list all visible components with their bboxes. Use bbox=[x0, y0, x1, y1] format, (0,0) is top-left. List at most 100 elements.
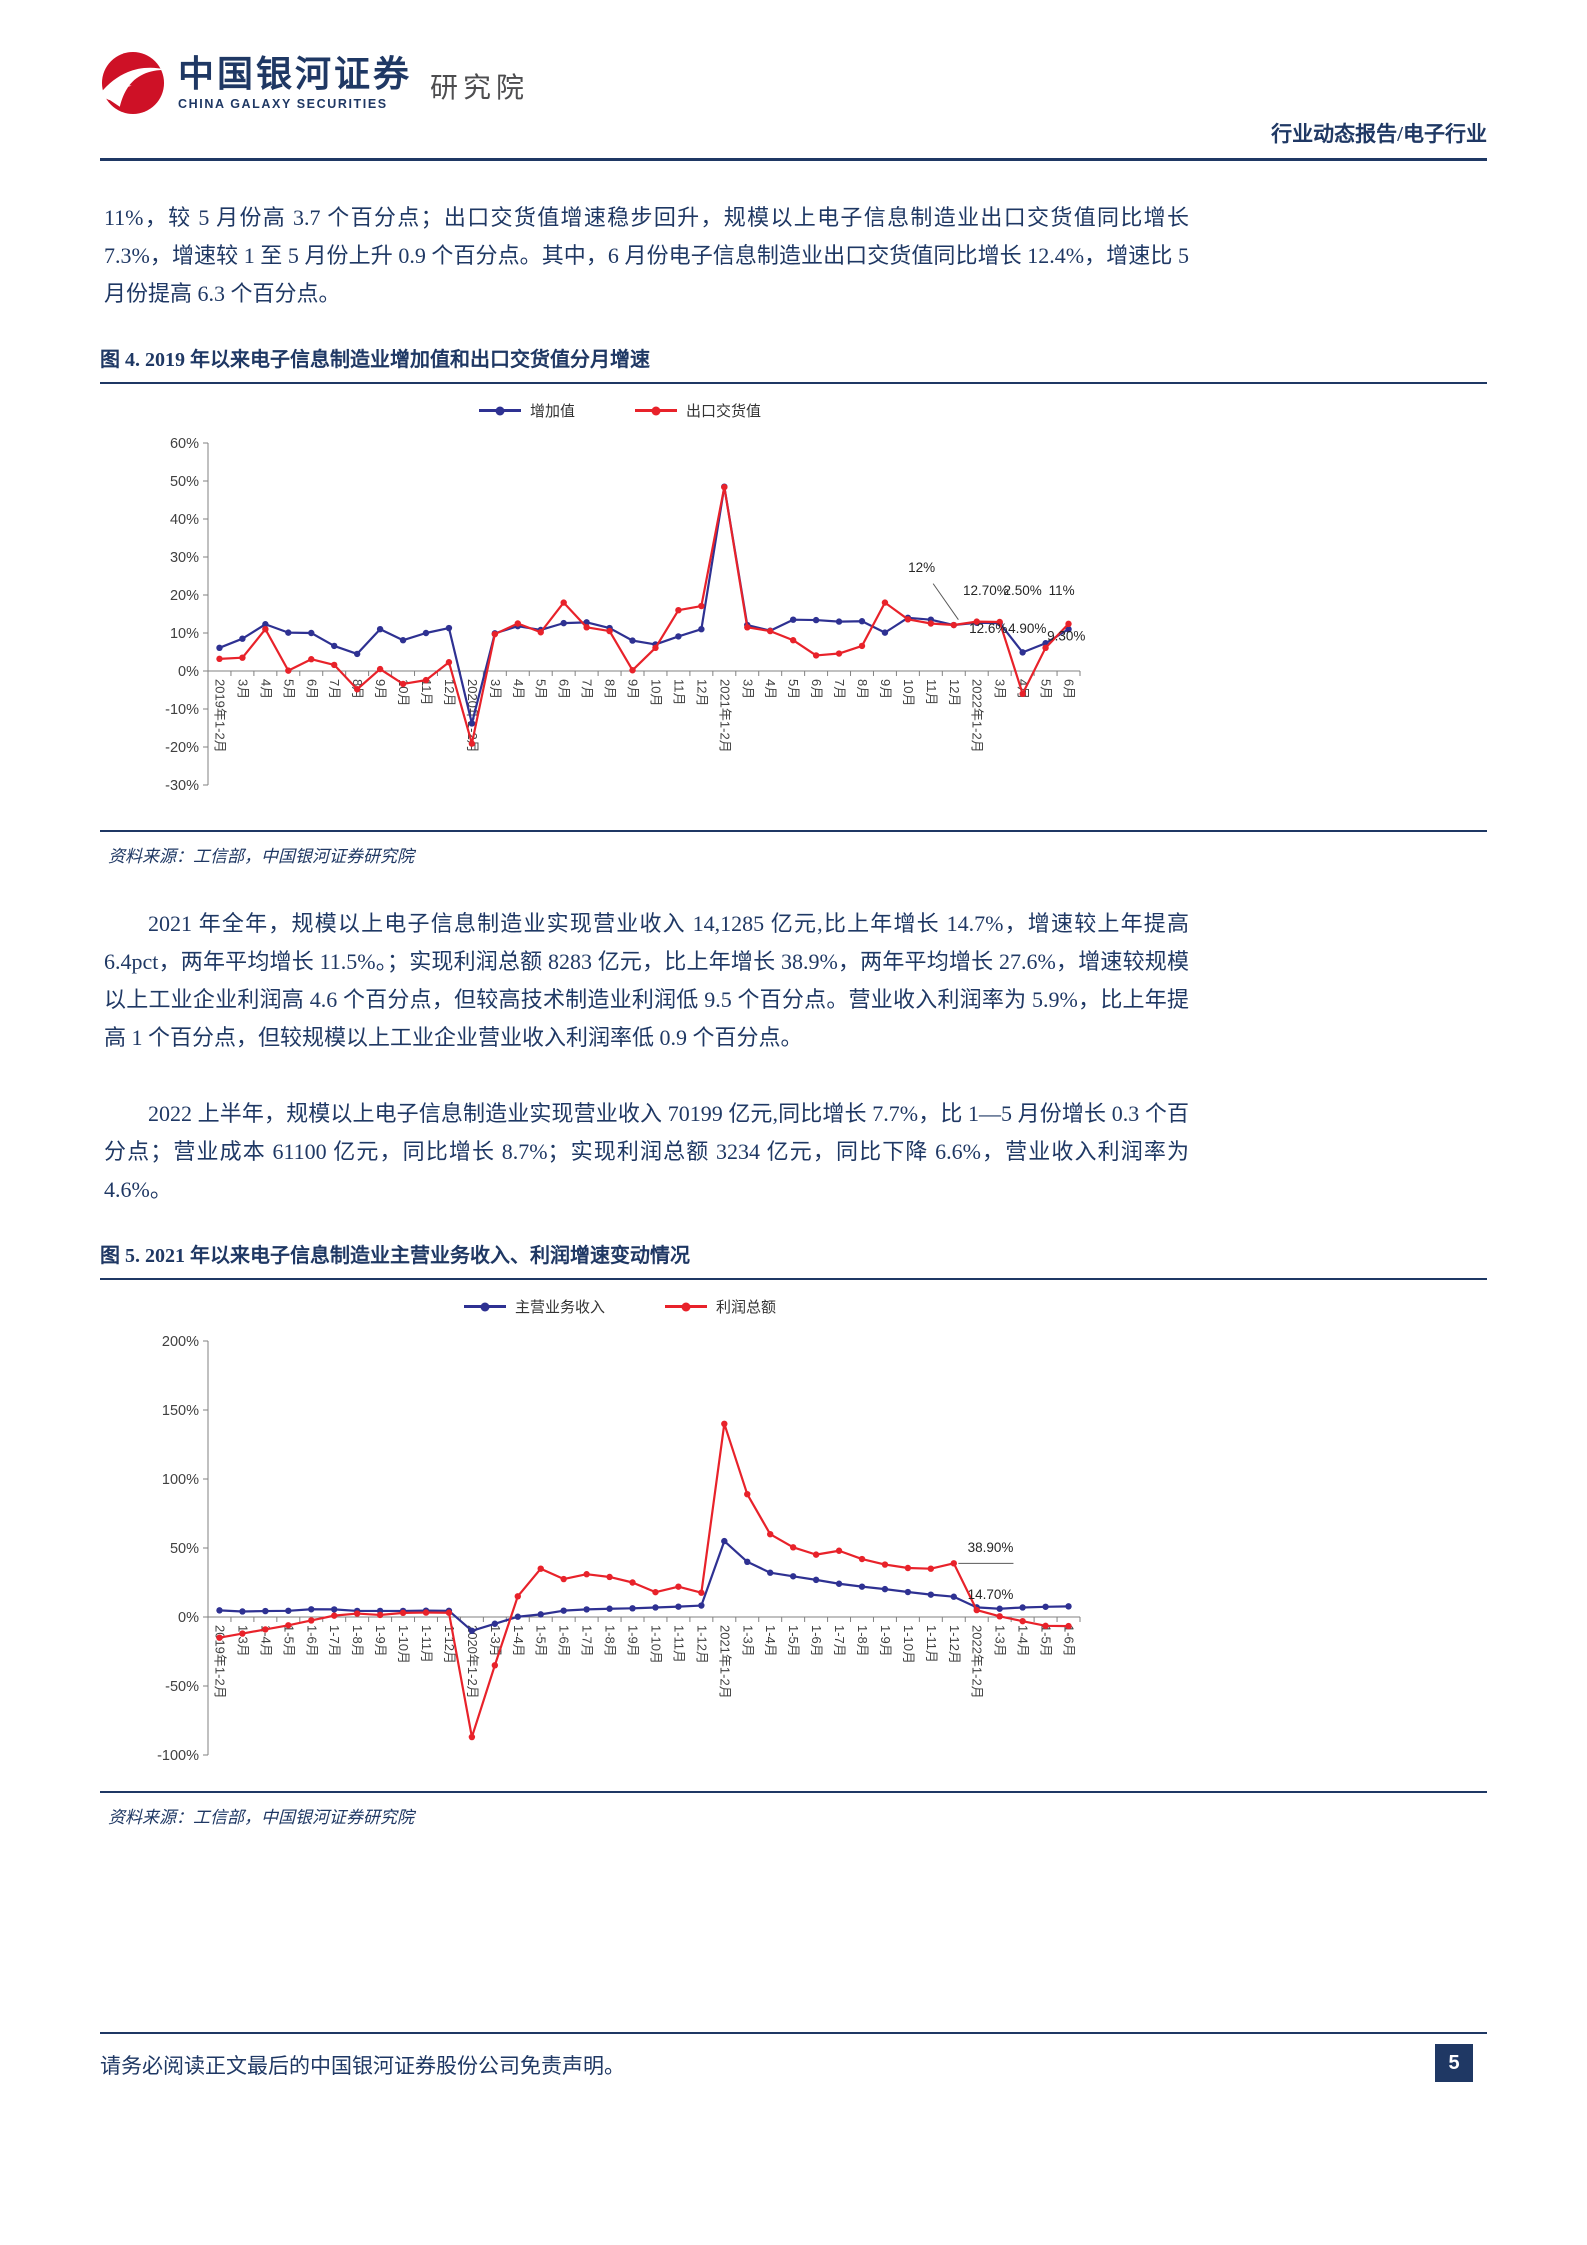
legend-item-main-revenue: 主营业务收入 bbox=[463, 1296, 605, 1317]
x-tick-label: 1-12月 bbox=[947, 1625, 962, 1664]
x-tick-label: 1-4月 bbox=[763, 1625, 778, 1657]
series-marker bbox=[285, 667, 292, 674]
y-tick-label: 20% bbox=[170, 588, 199, 604]
figure-5-legend: 主营业务收入 利润总额 bbox=[130, 1296, 1110, 1317]
series-marker bbox=[698, 1602, 705, 1609]
x-tick-label: 1-3月 bbox=[740, 1625, 755, 1657]
x-tick-label: 1-11月 bbox=[924, 1625, 939, 1663]
series-marker bbox=[996, 618, 1003, 626]
series-marker bbox=[468, 740, 476, 747]
series-marker bbox=[904, 1564, 912, 1572]
series-marker bbox=[973, 1606, 980, 1614]
x-tick-label: 1-8月 bbox=[350, 1625, 365, 1657]
logo-text: 中国银河证券 CHINA GALAXY SECURITIES bbox=[178, 55, 412, 111]
annotation-label: 12% bbox=[908, 560, 935, 575]
series-marker bbox=[767, 1531, 774, 1538]
series-marker bbox=[881, 629, 889, 636]
x-tick-label: 1-7月 bbox=[580, 1625, 595, 1657]
x-tick-label: 1-6月 bbox=[557, 1625, 572, 1657]
x-tick-label: 1-3月 bbox=[993, 1625, 1008, 1657]
x-tick-label: 1-11月 bbox=[419, 1625, 434, 1663]
series-marker bbox=[675, 633, 682, 640]
series-marker bbox=[858, 1583, 866, 1590]
x-tick-label: 1-5月 bbox=[281, 1625, 296, 1657]
annotation-leader-line bbox=[932, 583, 959, 620]
series-marker bbox=[698, 602, 705, 610]
x-tick-label: 12月 bbox=[442, 679, 457, 706]
x-tick-label: 8月 bbox=[603, 679, 618, 699]
series-marker bbox=[744, 624, 751, 631]
series-marker bbox=[239, 654, 246, 661]
series-marker bbox=[399, 680, 407, 688]
header-divider bbox=[100, 158, 1487, 161]
series-marker bbox=[216, 1607, 223, 1614]
x-tick-label: 3月 bbox=[993, 679, 1008, 699]
series-marker bbox=[468, 1627, 476, 1634]
logo-english-name: CHINA GALAXY SECURITIES bbox=[178, 96, 388, 111]
y-tick-label: 150% bbox=[162, 1403, 199, 1419]
series-marker bbox=[216, 1634, 223, 1641]
series-marker bbox=[353, 650, 361, 658]
series-marker bbox=[835, 618, 843, 625]
x-tick-label: 1-9月 bbox=[373, 1625, 388, 1657]
x-tick-label: 4月 bbox=[763, 679, 778, 699]
series-line bbox=[219, 1422, 1069, 1739]
series-marker bbox=[285, 1607, 292, 1614]
series-marker bbox=[583, 1606, 590, 1613]
series-marker bbox=[262, 626, 269, 633]
series-marker bbox=[399, 637, 407, 644]
x-tick-label: 3月 bbox=[235, 679, 250, 699]
series-marker bbox=[675, 1583, 682, 1590]
series-line bbox=[219, 1540, 1069, 1632]
series-marker bbox=[606, 627, 613, 635]
page-number-badge: 5 bbox=[1435, 2044, 1473, 2082]
annotation-label: 2.50% bbox=[1003, 583, 1041, 598]
series-marker bbox=[1065, 1603, 1072, 1610]
x-tick-label: 12月 bbox=[694, 679, 709, 706]
x-tick-label: 1-8月 bbox=[855, 1625, 870, 1657]
x-tick-label: 1-10月 bbox=[396, 1625, 411, 1664]
x-tick-label: 4月 bbox=[258, 679, 273, 699]
series-marker bbox=[216, 655, 223, 663]
x-tick-label: 1-9月 bbox=[878, 1625, 893, 1657]
series-marker bbox=[1042, 1622, 1049, 1630]
series-marker bbox=[812, 1551, 820, 1558]
x-tick-label: 9月 bbox=[626, 679, 641, 699]
series-marker bbox=[996, 1613, 1003, 1620]
series-marker bbox=[858, 642, 866, 650]
series-marker bbox=[285, 1622, 292, 1629]
y-tick-label: 50% bbox=[170, 1541, 199, 1557]
series-marker bbox=[308, 629, 315, 637]
y-tick-label: -20% bbox=[165, 740, 199, 756]
x-tick-label: 10月 bbox=[648, 679, 663, 706]
y-tick-label: 40% bbox=[170, 512, 199, 528]
annotation-label: 12.6% bbox=[969, 621, 1007, 636]
annotation-label: 4.90% bbox=[1008, 621, 1046, 636]
series-marker bbox=[514, 620, 521, 627]
y-tick-label: 0% bbox=[178, 1610, 199, 1626]
series-marker bbox=[491, 1662, 499, 1669]
series-marker bbox=[376, 1611, 384, 1619]
x-tick-label: 11月 bbox=[671, 679, 686, 706]
series-marker bbox=[950, 621, 957, 629]
series-marker bbox=[445, 1609, 453, 1616]
series-marker bbox=[629, 637, 636, 644]
page-footer: 请务必阅读正文最后的中国银河证券股份公司免责声明。 5 bbox=[100, 2032, 1487, 2082]
series-marker bbox=[1065, 620, 1072, 628]
series-marker bbox=[996, 1605, 1003, 1612]
x-tick-label: 7月 bbox=[580, 679, 595, 699]
series-marker bbox=[445, 624, 453, 632]
y-tick-label: 50% bbox=[170, 474, 199, 490]
x-tick-label: 5月 bbox=[1039, 679, 1054, 699]
series-marker bbox=[812, 652, 820, 659]
galaxy-logo-icon bbox=[100, 51, 166, 115]
series-marker bbox=[583, 619, 590, 626]
series-marker bbox=[422, 676, 430, 684]
series-marker bbox=[629, 1579, 636, 1586]
series-marker bbox=[789, 637, 797, 644]
series-line bbox=[219, 485, 1070, 725]
series-marker bbox=[904, 616, 912, 623]
y-tick-label: -50% bbox=[165, 1679, 199, 1695]
series-marker bbox=[399, 1609, 407, 1617]
disclaimer-text: 请务必阅读正文最后的中国银河证券股份公司免责声明。 bbox=[100, 2054, 625, 2078]
